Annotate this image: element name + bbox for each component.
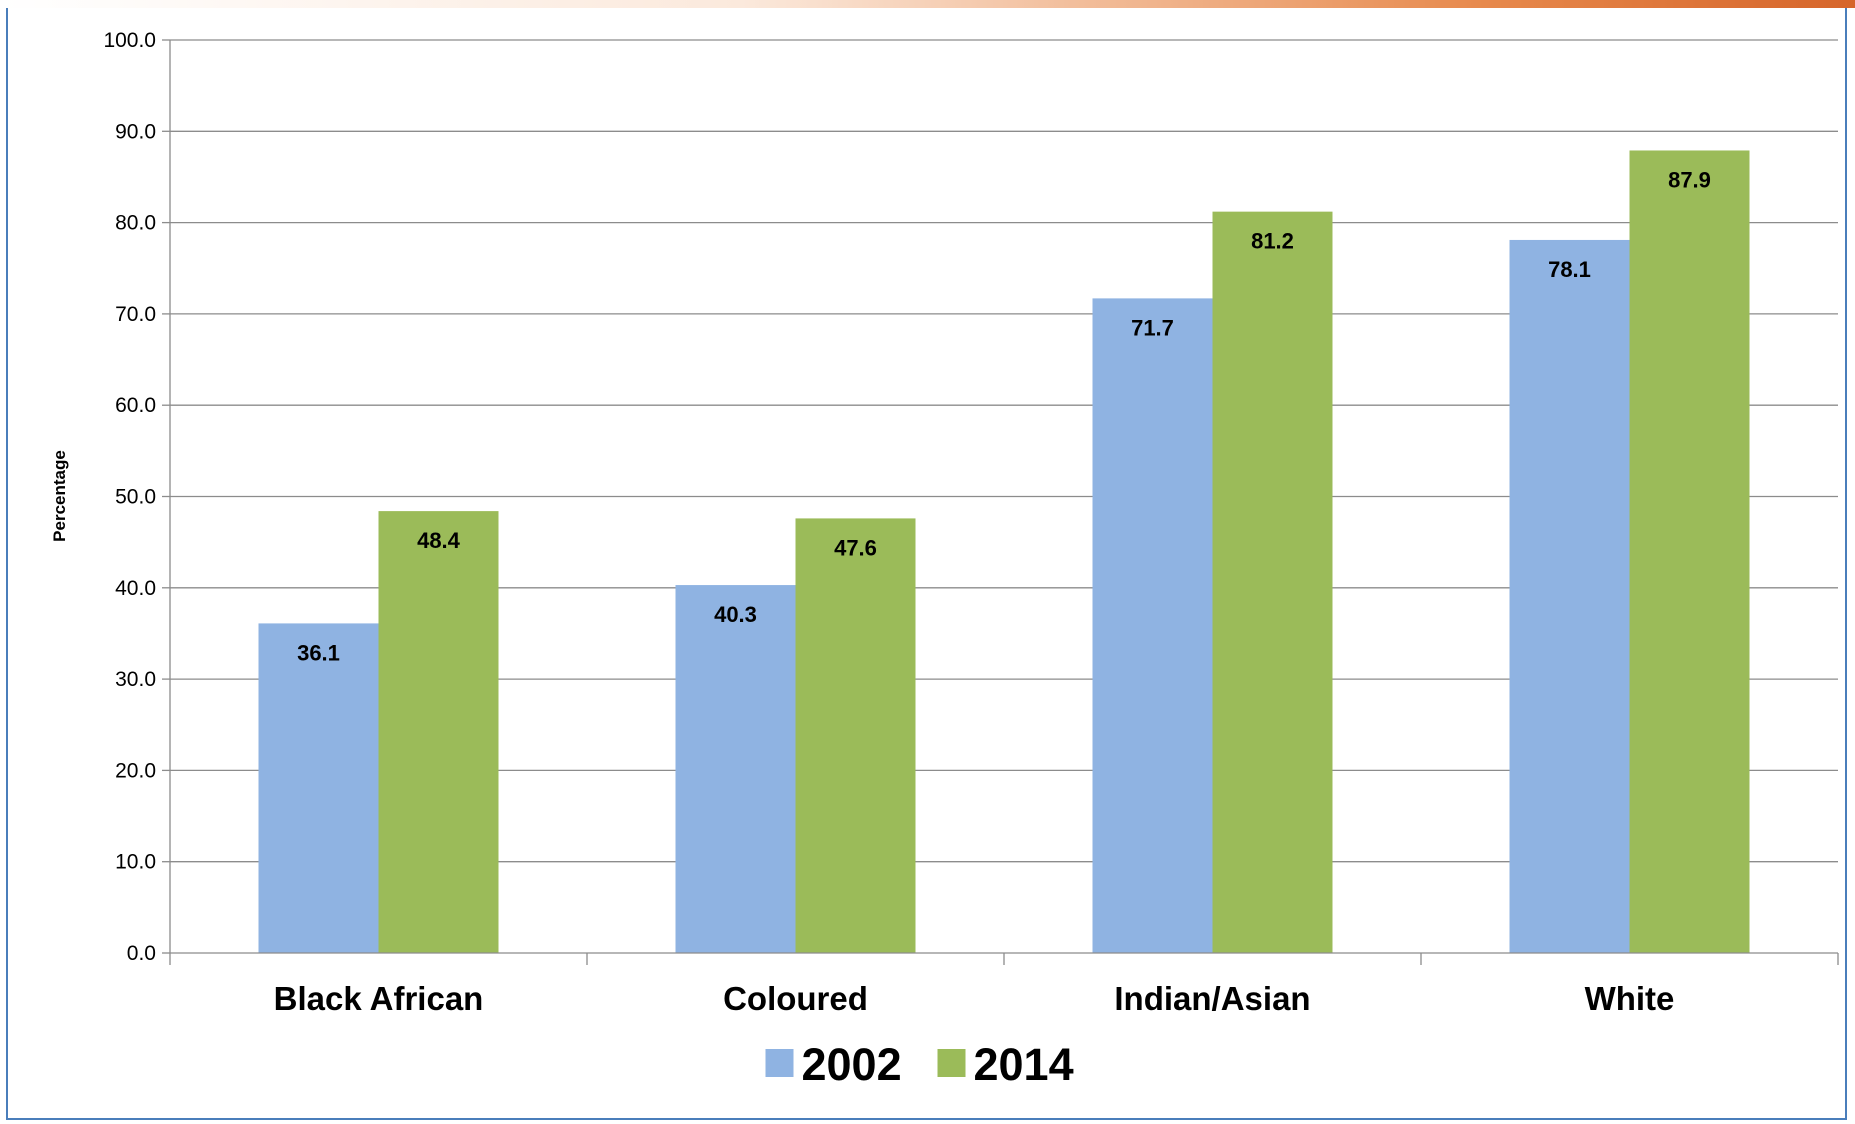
legend-swatch: [765, 1049, 794, 1077]
bars: [258, 150, 1750, 954]
bar: [675, 585, 796, 953]
data-label: 40.3: [714, 602, 757, 627]
chart-frame: [6, 8, 1847, 1120]
data-label: 36.1: [297, 640, 340, 665]
bar: [258, 623, 379, 953]
y-tick-label: 0.0: [127, 942, 156, 965]
data-label: 78.1: [1548, 257, 1591, 282]
x-category-label: Coloured: [723, 980, 868, 1017]
x-category-label: Indian/Asian: [1114, 980, 1310, 1017]
legend: 2002 2014: [765, 1039, 1074, 1090]
y-tick-label: 20.0: [115, 759, 156, 782]
legend-label: 2002: [802, 1039, 902, 1090]
bar: [378, 511, 499, 953]
y-axis-title: Percentage: [50, 450, 69, 542]
y-tick-label: 30.0: [115, 668, 156, 691]
bar: [1092, 298, 1213, 953]
bar: [1212, 211, 1333, 954]
y-tick-label: 90.0: [115, 120, 156, 143]
legend-swatch: [937, 1049, 966, 1077]
y-tick-label: 10.0: [115, 851, 156, 874]
y-tick-label: 40.0: [115, 577, 156, 600]
axes: 0.0 10.0 20.0 30.0 40.0 50.0 60.0 70.0 80.0 90.0 1…: [103, 29, 1839, 1017]
legend-label: 2014: [974, 1039, 1074, 1090]
top-accent-bar: [0, 0, 1855, 8]
bar: [1509, 239, 1630, 953]
y-tick-label: 70.0: [115, 303, 156, 326]
bar: [1629, 150, 1750, 953]
x-category-label: Black African: [274, 980, 484, 1017]
data-label: 81.2: [1251, 229, 1294, 254]
y-tick-label: 50.0: [115, 486, 156, 509]
data-label: 48.4: [417, 528, 461, 553]
data-label: 71.7: [1131, 315, 1174, 340]
x-category-label: White: [1585, 980, 1675, 1017]
y-tick-label: 80.0: [115, 212, 156, 235]
y-tick-label: 100.0: [103, 29, 156, 52]
data-labels: 36.1 48.4 40.3 47.6 71.7 81.2 78.1 87.9: [297, 167, 1711, 665]
data-label: 87.9: [1668, 167, 1711, 192]
data-label: 47.6: [834, 535, 877, 560]
bar: [795, 518, 916, 953]
y-tick-label: 60.0: [115, 394, 156, 417]
